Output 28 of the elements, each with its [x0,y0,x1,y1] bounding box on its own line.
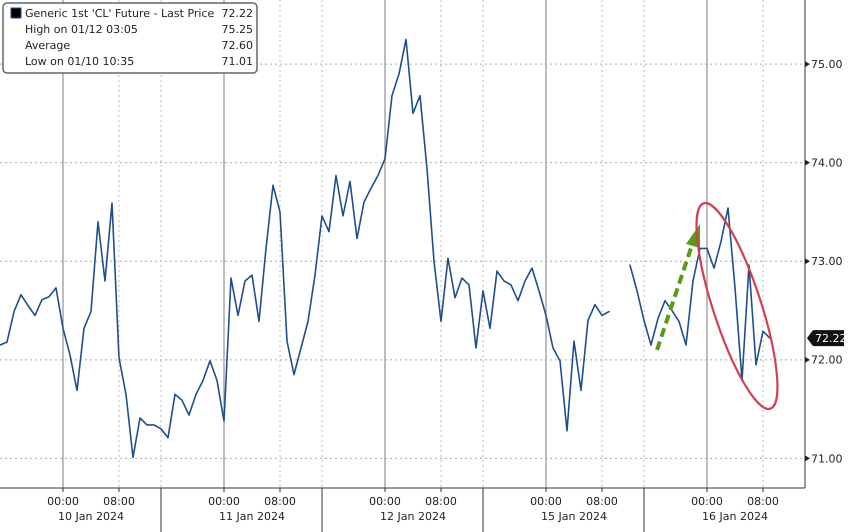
x-tick-label: 00:00 [691,495,723,508]
text: 11 Jan 2024 [219,510,285,523]
annotation: High on 01/12 03:05 [25,23,138,36]
x-tick-label: 00:00 [47,495,79,508]
y-tick-label: 71.00 [811,452,842,466]
x-tick-label: 00:00 [369,495,401,508]
annotation: 75.25 [222,23,253,36]
annotation: 72.22 [222,7,253,20]
annotation: 71.01 [222,55,253,68]
annotation: Low on 01/10 10:35 [25,55,134,68]
text: 16 Jan 2024 [702,510,768,523]
x-tick-label: 00:00 [530,495,562,508]
annotation: Average [25,39,70,52]
y-tick-label: 72.00 [811,354,842,367]
annotation: 72.60 [222,39,253,52]
y-tick-label: 74.00 [811,156,842,170]
x-tick-label: 00:00 [208,495,240,508]
x-tick-label: 08:00 [103,495,135,508]
y-tick-label: 73.00 [811,255,842,268]
text: 15 Jan 2024 [541,510,607,523]
text: 10 Jan 2024 [58,510,124,523]
x-tick-label: 08:00 [264,495,296,508]
x-tick-label: 08:00 [425,495,457,508]
x-tick-label: 08:00 [586,495,618,508]
legend-label: Generic 1st 'CL' Future - Last Price [25,7,215,20]
text: 12 Jan 2024 [380,510,446,523]
y-tick-label: 75.00 [811,58,842,71]
x-tick-label: 08:00 [747,495,779,508]
